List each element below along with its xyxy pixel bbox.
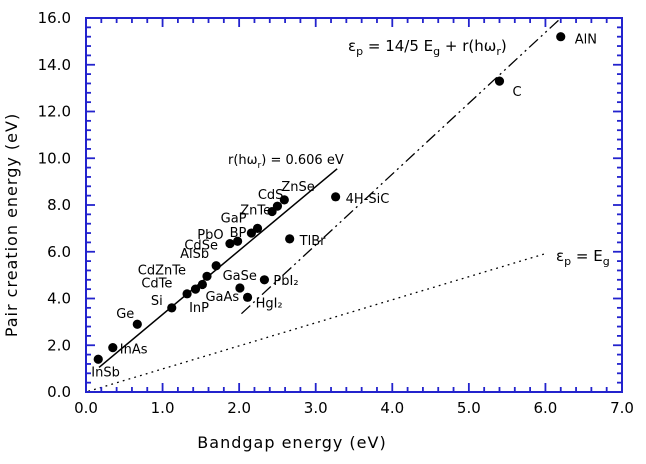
point-label-PbO: PbO	[197, 228, 223, 243]
point-label-BP: BP	[230, 226, 247, 241]
text-segment: r(hω	[228, 153, 258, 168]
data-point-InAs	[108, 342, 118, 353]
data-point-GaP	[252, 223, 263, 233]
x-tick-label: 1.0	[151, 399, 175, 417]
data-point-AlSb	[211, 261, 221, 271]
subscript: r	[258, 161, 262, 171]
point-label-InSb: InSb	[91, 365, 120, 380]
tick-labels-group: 0.0 1.0 2.0 3.0 4.0 5.0 6.0 7.0 0.0 2.0 4.0 6.0 8.0 1…	[38, 9, 634, 417]
point-label-CdZnTe: CdZnTe	[138, 263, 186, 278]
data-point-CdTe	[197, 279, 207, 290]
axes-group	[85, 17, 623, 393]
y-tick-label: 8.0	[47, 196, 71, 214]
y-axis-title: Pair creation energy (eV)	[2, 113, 21, 337]
point-label-CdTe: CdTe	[141, 276, 172, 291]
annotations-group: εp = 14/5 Eg + r(hωr)r(hωr) = 0.606 eVεp…	[228, 37, 610, 268]
point-label-CdS: CdS	[258, 188, 284, 203]
point-label-InAs: InAs	[120, 343, 148, 358]
text-segment: )	[501, 37, 507, 55]
point-label-AlN: AlN	[575, 33, 597, 48]
point-label-GaAs: GaAs	[205, 290, 239, 305]
data-point-PbI₂	[259, 275, 270, 285]
y-tick-label: 14.0	[38, 56, 71, 74]
point-label-C: C	[512, 85, 521, 100]
y-tick-label: 16.0	[38, 9, 71, 27]
point-label-4H-SiC: 4H-SiC	[346, 192, 390, 207]
subscript: p	[564, 255, 571, 268]
data-point-CdZnTe	[202, 271, 212, 281]
point-label-ZnTe: ZnTe	[240, 204, 271, 219]
point-label-Si: Si	[151, 294, 163, 309]
eps-equals-eg-line	[88, 253, 545, 392]
reference-lines-group	[88, 19, 559, 392]
text-segment: = E	[571, 247, 603, 265]
x-tick-label: 7.0	[610, 399, 634, 417]
x-tick-label: 4.0	[380, 399, 404, 417]
y-tick-label: 2.0	[47, 336, 71, 354]
y-tick-label: 6.0	[47, 243, 71, 261]
x-tick-label: 6.0	[533, 399, 557, 417]
text-segment: + r(hω	[440, 37, 496, 55]
point-label-Ge: Ge	[116, 307, 134, 322]
text-segment: ε	[348, 37, 356, 55]
y-tick-label: 0.0	[47, 383, 71, 401]
text-segment: ) = 0.606 eV	[261, 153, 344, 168]
point-label-HgI₂: HgI₂	[256, 296, 283, 311]
klein-extension-line	[240, 19, 559, 315]
data-point-PbO	[233, 236, 243, 246]
data-point-4H-SiC	[331, 192, 341, 202]
y-tick-label: 12.0	[38, 103, 71, 121]
data-point-GaSe	[235, 283, 245, 293]
phonon-term-value: r(hωr) = 0.606 eV	[228, 153, 344, 171]
x-axis-title: Bandgap energy (eV)	[197, 433, 386, 452]
x-tick-label: 3.0	[304, 399, 328, 417]
data-point-ZnSe	[279, 195, 289, 205]
subscript: g	[433, 45, 440, 58]
point-label-ZnSe: ZnSe	[281, 180, 314, 195]
data-point-CdS	[272, 201, 283, 211]
point-label-PbI₂: PbI₂	[273, 274, 298, 289]
point-label-TlBr: TlBr	[299, 234, 326, 249]
subscript: r	[496, 45, 501, 58]
data-point-CdSe	[225, 238, 235, 249]
text-segment: = 14/5 E	[363, 37, 433, 55]
y-tick-label: 10.0	[38, 149, 71, 167]
point-label-GaP: GaP	[221, 211, 247, 226]
data-point-AlN	[556, 32, 566, 42]
data-point-HgI₂	[242, 292, 253, 302]
text-segment: ε	[556, 247, 564, 265]
data-point-Si	[167, 303, 177, 313]
data-point-Ge	[132, 319, 142, 329]
data-point-InP	[182, 289, 192, 299]
point-label-GaSe: GaSe	[223, 269, 257, 284]
eps-equals-eg: εp = Eg	[556, 247, 610, 268]
klein-equation: εp = 14/5 Eg + r(hωr)	[348, 37, 507, 58]
point-label-CdSe: CdSe	[184, 239, 218, 254]
point-label-InP: InP	[189, 301, 209, 316]
point-label-AlSb: AlSb	[180, 247, 209, 262]
subscript: g	[603, 255, 610, 268]
data-points-group	[93, 32, 566, 364]
data-point-TlBr	[285, 234, 295, 244]
y-tick-label: 4.0	[47, 290, 71, 308]
x-tick-label: 5.0	[457, 399, 481, 417]
data-point-C	[494, 76, 505, 86]
data-point-InSb	[93, 354, 103, 364]
data-point-GaAs	[190, 284, 201, 294]
x-tick-label: 0.0	[74, 399, 98, 417]
x-tick-label: 2.0	[227, 399, 251, 417]
subscript: p	[356, 45, 363, 58]
